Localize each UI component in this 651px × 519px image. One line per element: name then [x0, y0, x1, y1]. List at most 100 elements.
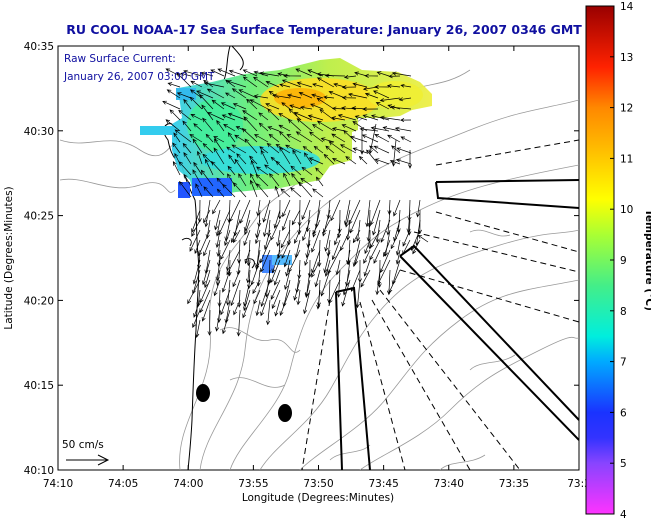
current-vector — [407, 150, 413, 169]
current-vector — [253, 76, 269, 88]
current-vector — [233, 299, 241, 316]
current-vector — [279, 146, 291, 165]
current-vector — [202, 153, 214, 165]
current-vector — [218, 209, 231, 236]
current-vector — [233, 229, 241, 244]
current-vector — [199, 94, 214, 110]
current-vector — [174, 129, 192, 143]
current-vector — [363, 259, 371, 277]
current-vector — [366, 149, 379, 165]
current-vector — [232, 182, 247, 198]
current-vector — [293, 279, 301, 301]
current-vector — [192, 259, 201, 285]
transect-lines — [301, 139, 579, 470]
current-vector — [270, 259, 281, 284]
current-vector — [210, 69, 225, 77]
current-vector — [379, 249, 391, 274]
current-vector — [193, 299, 201, 318]
current-vector — [243, 289, 251, 312]
current-vector — [201, 259, 211, 286]
current-vector — [372, 90, 390, 99]
current-vector — [272, 93, 291, 99]
colorbar: 14 13 12 11 10 9 8 7 6 5 4 Temperature (°C) — [585, 1, 651, 519]
current-vector — [291, 209, 301, 226]
current-vector — [192, 138, 203, 154]
current-vector — [281, 239, 291, 259]
current-vector — [189, 96, 203, 110]
current-vector — [189, 134, 203, 143]
current-vector — [176, 72, 192, 88]
current-vector — [269, 173, 280, 187]
current-vector — [259, 71, 280, 77]
current-vector — [216, 188, 225, 198]
current-vector — [331, 239, 341, 261]
current-vector — [242, 299, 251, 319]
current-vector — [319, 109, 335, 121]
buoy-marker — [278, 404, 292, 422]
current-vector — [372, 209, 381, 236]
current-vector — [352, 82, 368, 88]
current-vector — [232, 103, 247, 110]
current-vector — [369, 239, 381, 261]
current-vector — [417, 234, 429, 243]
current-vector — [387, 134, 401, 143]
current-vector — [290, 187, 302, 198]
sst-overlay — [140, 58, 432, 273]
current-vector — [264, 164, 280, 176]
current-vector — [346, 249, 351, 265]
current-vector — [226, 249, 241, 276]
current-vector — [354, 115, 368, 121]
current-vector — [265, 299, 271, 326]
current-vector — [344, 209, 351, 228]
colorbar-tick-label: 11 — [620, 153, 633, 165]
current-vector — [203, 269, 211, 289]
current-vector — [295, 68, 313, 77]
current-vector — [281, 79, 302, 88]
current-vector — [187, 279, 201, 305]
y-tick-label: 40:15 — [24, 380, 54, 392]
colorbar-tick-label: 9 — [620, 255, 627, 267]
current-vector — [304, 249, 311, 266]
current-vector — [395, 249, 401, 265]
current-vector — [214, 209, 221, 231]
current-vector — [298, 91, 313, 99]
current-vector — [306, 229, 311, 249]
current-vector — [210, 160, 225, 176]
current-vector — [380, 219, 391, 243]
current-vector — [192, 169, 203, 187]
current-vector — [388, 269, 401, 294]
current-vector — [255, 173, 269, 187]
current-vector — [276, 229, 281, 247]
current-vector — [326, 239, 331, 257]
current-vector — [231, 144, 247, 154]
current-vector — [230, 279, 241, 307]
current-vector — [354, 249, 361, 265]
current-vector — [287, 93, 302, 99]
current-vector — [227, 165, 236, 176]
current-vector — [194, 239, 201, 255]
current-vector — [260, 249, 271, 273]
colorbar-label: Temperature (°C) — [643, 209, 651, 311]
colorbar-tick-label: 6 — [620, 407, 627, 419]
current-vector — [202, 117, 214, 132]
current-vector — [370, 126, 390, 132]
x-axis-label: Longitude (Degrees:Minutes) — [242, 492, 394, 504]
current-vector — [256, 183, 269, 198]
current-vector — [298, 181, 313, 198]
current-vector — [400, 83, 412, 88]
current-vector — [311, 93, 324, 99]
current-vector — [191, 219, 201, 237]
current-vector — [260, 289, 271, 317]
current-vector — [282, 73, 302, 78]
current-vector — [307, 259, 312, 278]
colorbar-tick-label: 14 — [620, 1, 634, 13]
current-vector — [323, 249, 331, 274]
current-vector — [286, 134, 302, 143]
y-tick-label: 40:35 — [24, 41, 54, 53]
current-vector — [360, 269, 371, 288]
current-vector — [249, 155, 258, 165]
current-vector — [262, 199, 271, 223]
current-vector — [303, 152, 313, 165]
current-vector — [221, 114, 236, 121]
